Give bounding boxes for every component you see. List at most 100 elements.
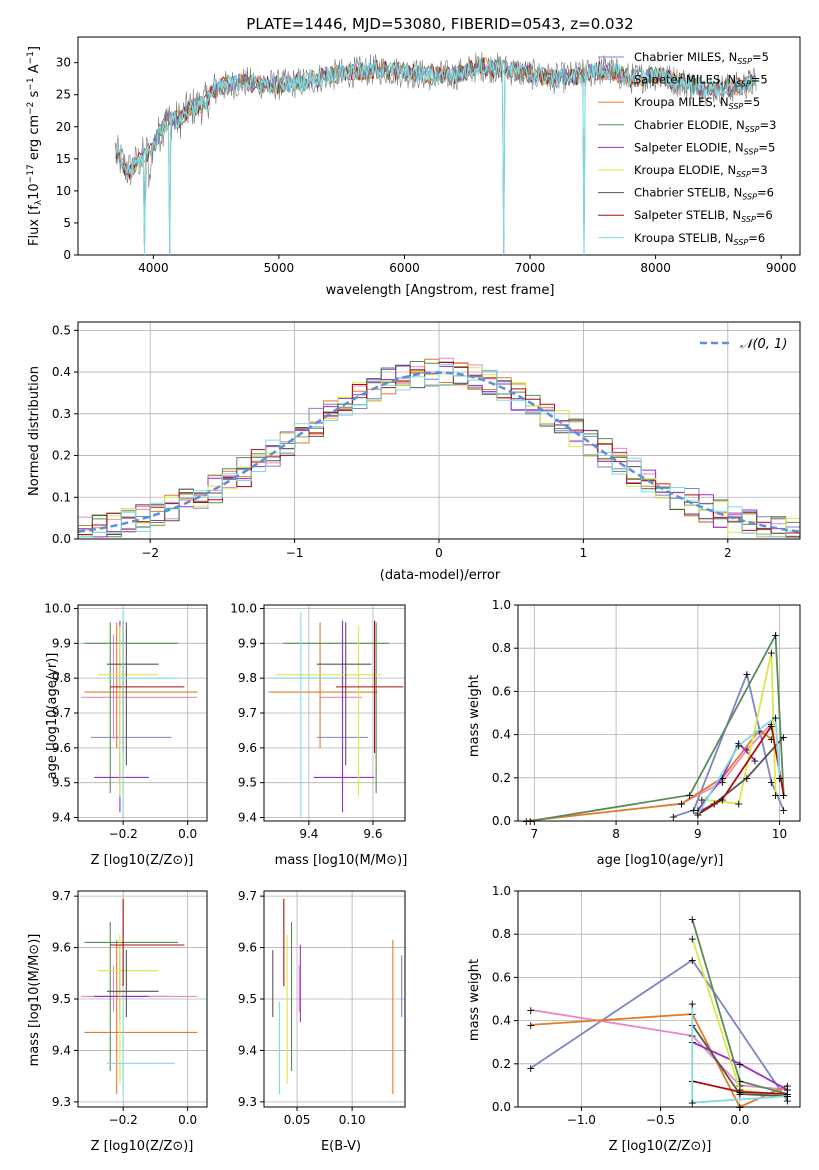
ytick-label: 0.8 <box>492 641 511 655</box>
weight-age-marker: + <box>750 755 759 768</box>
legend-label: Kroupa STELIB, NSSP=6 <box>634 231 765 247</box>
ytick-label: 9.7 <box>238 706 257 720</box>
weight-Z-marker: + <box>735 1086 744 1099</box>
normal-distribution-line <box>77 371 801 533</box>
xtick-label: 8 <box>612 827 620 841</box>
spectrum-ytick-label: 25 <box>56 88 71 102</box>
weight-age-marker: + <box>693 809 702 822</box>
xtick-label: 7 <box>531 827 539 841</box>
histogram-ytick-label: 0.5 <box>52 323 71 337</box>
histogram-legend: 𝒩(0, 1) <box>700 337 787 352</box>
weight-age-line <box>697 736 785 814</box>
axes-frame <box>77 890 208 1108</box>
mass-vs-ebv-panel: 0.05 0.10 9.3 9.4 9.5 9.6 9.7 <box>238 889 406 1127</box>
weight-age-marker: + <box>771 711 780 724</box>
wZ-ylabel: mass weight <box>467 959 482 1041</box>
ytick-label: 0.2 <box>492 1057 511 1071</box>
wAge-ylabel: mass weight <box>467 675 482 757</box>
ytick-label: 0.0 <box>492 814 511 828</box>
axes-frame <box>263 890 406 1108</box>
residual-histogram-panel: −2 −1 0 1 2 0.0 0.1 0.2 0.3 0.4 0.5 𝒩(0, 1) (data-… <box>27 321 801 583</box>
ytick-label: 9.8 <box>52 671 71 685</box>
massZ-ylabel: mass [log10(M/M⊙)] <box>27 934 42 1067</box>
weight-age-line <box>681 723 773 805</box>
weight-Z-line <box>692 1080 788 1095</box>
weight-age-marker: + <box>767 776 776 789</box>
legend-label: Salpeter ELODIE, NSSP=5 <box>634 140 775 156</box>
xtick-label: −0.2 <box>109 1113 138 1127</box>
legend-label: Kroupa ELODIE, NSSP=3 <box>634 163 768 179</box>
weight-age-marker: + <box>771 629 780 642</box>
weight-age-marker: + <box>718 793 727 806</box>
wAge-xlabel: age [log10(age/yr)] <box>597 853 724 868</box>
xtick-label: 0.10 <box>339 1113 366 1127</box>
spectrum-ticks: 4000 5000 6000 7000 8000 9000 0 5 10 15 20 25 30 <box>56 56 797 275</box>
weight-age-marker: + <box>779 789 788 802</box>
weight-age-marker: + <box>677 798 686 811</box>
weight-age-marker: + <box>718 776 727 789</box>
xtick-label: 0.0 <box>730 1113 749 1127</box>
mass-vs-metallicity-panel: −0.2 0.0 9.3 9.4 9.5 9.6 9.7 <box>52 889 208 1127</box>
spectrum-ytick-label: 5 <box>63 216 71 230</box>
axes-frame <box>263 604 406 822</box>
weight-Z-marker: + <box>783 1084 792 1097</box>
weight-Z-marker: + <box>783 1079 792 1092</box>
ytick-label: 10.0 <box>230 601 257 615</box>
weight-Z-marker: + <box>783 1084 792 1097</box>
xtick-label: 9.4 <box>299 827 318 841</box>
histogram-series <box>78 357 800 538</box>
weight-age-marker: + <box>771 789 780 802</box>
ytick-label: 9.5 <box>52 776 71 790</box>
legend-label: Chabrier MILES, NSSP=5 <box>634 50 769 66</box>
histogram-ytick-label: 0.2 <box>52 449 71 463</box>
model-spectrum-line <box>115 57 757 256</box>
weight-age-marker: + <box>767 718 776 731</box>
weight-age-marker: + <box>742 772 751 785</box>
histogram-ylabel: Normed distribution <box>27 366 42 496</box>
ytick-label: 9.6 <box>52 741 71 755</box>
ytick-label: 0.4 <box>492 728 511 742</box>
histogram-ticks: −2 −1 0 1 2 0.0 0.1 0.2 0.3 0.4 0.5 <box>52 323 732 560</box>
ytick-label: 9.4 <box>52 811 71 825</box>
figure-title: PLATE=1446, MJD=53080, FIBERID=0543, z=0… <box>246 15 633 33</box>
massE-xlabel: E(B-V) <box>321 1139 361 1154</box>
ytick-label: 1.0 <box>492 598 511 612</box>
weight-Z-line <box>530 958 789 1102</box>
xtick-label: 9.6 <box>363 827 382 841</box>
spectrum-xtick-label: 7000 <box>515 261 546 275</box>
weight-Z-marker: + <box>526 1062 535 1075</box>
weight-age-marker: + <box>689 804 698 817</box>
legend-label: Salpeter MILES, NSSP=5 <box>634 73 768 89</box>
weight-age-marker: + <box>693 809 702 822</box>
axes-frame <box>77 604 208 822</box>
xtick-label: 0.05 <box>284 1113 311 1127</box>
spectrum-axes-frame <box>77 36 801 256</box>
weight-age-marker: + <box>779 731 788 744</box>
age-vs-metallicity-panel: −0.2 0.0 9.4 9.5 9.6 9.7 9.8 9.9 10.0 <box>44 601 208 841</box>
ageZ-xlabel: Z [log10(Z/Z⊙)] <box>91 853 194 868</box>
weight-Z-line <box>691 918 788 1095</box>
spectrum-legend: Chabrier MILES, NSSP=5 Salpeter MILES, NS… <box>598 50 776 247</box>
weight-Z-marker: + <box>688 933 697 946</box>
weight-Z-marker: + <box>526 1004 535 1017</box>
ytick-label: 9.7 <box>52 706 71 720</box>
spectrum-xtick-label: 8000 <box>640 261 671 275</box>
xtick-label: −1.0 <box>567 1113 596 1127</box>
ytick-label: 0.4 <box>492 1014 511 1028</box>
weight-Z-marker: + <box>688 954 697 967</box>
ytick-label: 0.6 <box>492 684 511 698</box>
histogram-ytick-label: 0.0 <box>52 532 71 546</box>
spectrum-xtick-label: 9000 <box>766 261 797 275</box>
weight-Z-marker: + <box>735 1058 744 1071</box>
weight-age-marker: + <box>718 772 727 785</box>
xtick-label: 0.0 <box>178 827 197 841</box>
histogram-xtick-label: 0 <box>435 546 443 560</box>
ytick-label: 9.7 <box>238 889 257 903</box>
xtick-label: 0.0 <box>178 1113 197 1127</box>
ageZ-ylabel: age [log10(age/yr)] <box>45 653 60 780</box>
weight-age-marker: + <box>734 798 743 811</box>
ytick-label: 9.6 <box>238 941 257 955</box>
xtick-label: 9 <box>694 827 702 841</box>
xtick-label: −0.5 <box>646 1113 675 1127</box>
legend-normal-label: 𝒩(0, 1) <box>740 337 787 352</box>
